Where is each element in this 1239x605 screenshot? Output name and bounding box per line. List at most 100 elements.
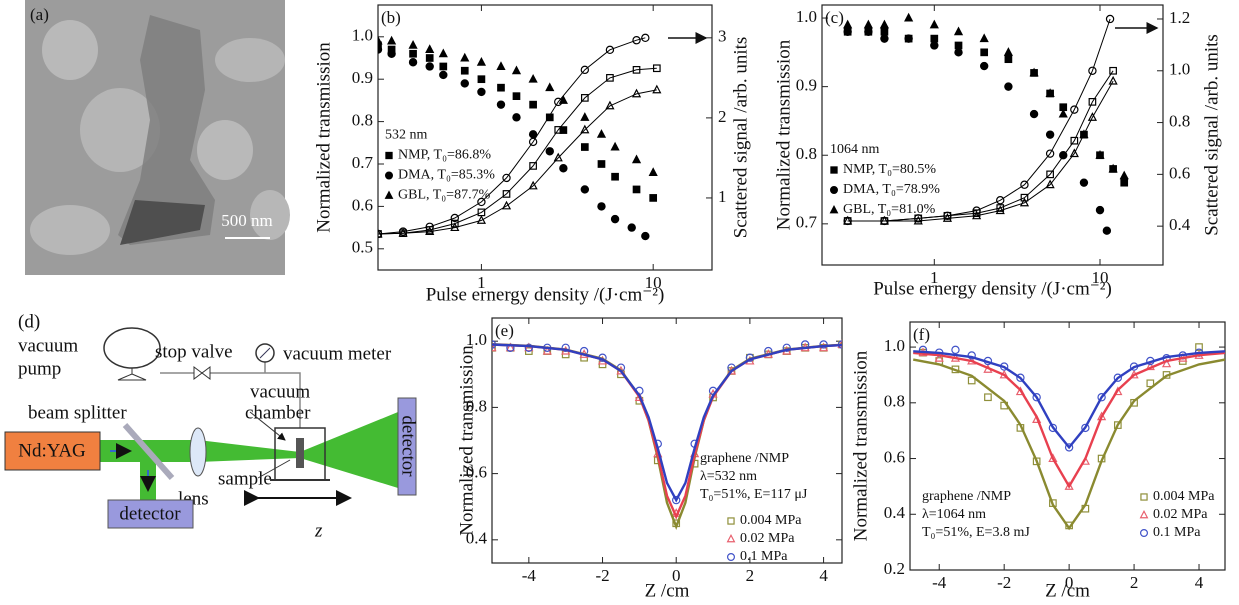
- x-tick-label: -2: [997, 573, 1011, 592]
- legend-label: 0.004 MPa: [740, 513, 802, 528]
- y-tick-label: 1.0: [466, 330, 487, 349]
- marker: [1088, 66, 1097, 75]
- marker: [529, 100, 537, 109]
- series-line: [378, 37, 646, 235]
- legend-label: 0.1 MPa: [740, 549, 788, 564]
- marker: [378, 35, 383, 45]
- legend-marker: [829, 186, 838, 195]
- y2-tick-label: 2: [718, 107, 727, 126]
- x-axis-label: Pulse ernergy density /(J·cm⁻²): [426, 284, 665, 305]
- y2-axis-label: Scattered signal /arb. units: [730, 37, 751, 239]
- marker: [631, 154, 642, 164]
- marker: [438, 48, 448, 58]
- legend-marker: [1139, 528, 1148, 537]
- y-tick-label: 0.8: [796, 144, 817, 163]
- marker: [942, 213, 953, 222]
- marker: [1070, 105, 1079, 114]
- marker: [1048, 423, 1058, 433]
- diagram-label: chamber: [245, 402, 311, 423]
- marker: [528, 137, 538, 147]
- series-line: [912, 358, 1225, 531]
- legend-marker: [829, 204, 839, 214]
- y-tick-label: 0.4: [466, 529, 488, 548]
- marker: [476, 56, 487, 66]
- laser-label: Nd:YAG: [18, 440, 86, 461]
- legend-marker: [727, 517, 735, 525]
- marker: [951, 345, 960, 355]
- x-tick-label: 4: [1195, 573, 1204, 592]
- legend-label: DMA, T₀=78.9%: [843, 182, 940, 197]
- marker: [1045, 88, 1055, 97]
- marker: [1046, 170, 1054, 179]
- plot-frame: [909, 321, 1226, 571]
- setup-diagram: (d) vacuum pump stop valve vacuum meter …: [4, 311, 419, 541]
- x-axis-label: Z /cm: [645, 580, 690, 601]
- marker: [996, 204, 1005, 212]
- marker: [1029, 109, 1039, 119]
- marker: [605, 100, 615, 110]
- marker: [1048, 453, 1058, 463]
- marker: [545, 147, 554, 156]
- marker: [627, 223, 636, 232]
- marker: [880, 27, 889, 36]
- marker: [1029, 67, 1039, 77]
- marker: [1109, 66, 1117, 75]
- x-tick-label: 1: [930, 268, 939, 287]
- marker: [561, 343, 570, 352]
- x-tick-label: 2: [746, 566, 755, 585]
- marker: [1045, 179, 1055, 189]
- marker: [580, 65, 590, 75]
- series-line: [913, 351, 1225, 489]
- marker: [450, 213, 460, 223]
- hole: [197, 120, 253, 180]
- marker: [460, 52, 470, 62]
- hole: [215, 38, 285, 82]
- legend-marker: [1140, 493, 1148, 501]
- scale-bar-label: 500 nm: [221, 211, 272, 230]
- pointer: [257, 459, 291, 479]
- marker: [980, 48, 989, 57]
- marker: [554, 97, 563, 107]
- plot-area: [912, 343, 1225, 531]
- marker: [559, 126, 568, 134]
- marker: [505, 342, 516, 352]
- legend-label: GBL, T₀=87.7%: [398, 188, 491, 203]
- marker: [843, 215, 853, 225]
- diagram-label: beam splitter: [28, 402, 127, 423]
- marker: [1146, 379, 1155, 388]
- marker: [1087, 112, 1098, 121]
- annotation: λ=532 nm: [700, 469, 757, 484]
- series-line: [378, 67, 657, 235]
- marker: [425, 44, 435, 53]
- legend-marker: [385, 171, 394, 180]
- legend-label: 0.1 MPa: [1153, 525, 1201, 540]
- marker: [864, 27, 873, 36]
- marker: [1119, 170, 1129, 180]
- y-tick-label: 0.6: [466, 463, 487, 482]
- marker: [641, 33, 650, 43]
- marker: [954, 48, 963, 57]
- y-tick-label: 0.8: [466, 396, 487, 415]
- diagram-label: vacuum: [18, 335, 78, 356]
- x-tick-label: 10: [1092, 268, 1109, 287]
- legend-marker: [830, 166, 838, 174]
- marker: [450, 222, 460, 232]
- marker: [580, 112, 590, 121]
- legend-marker: [384, 190, 394, 199]
- marker: [632, 36, 641, 45]
- marker: [528, 73, 538, 83]
- marker: [611, 172, 619, 181]
- y2-tick-label: 0.6: [1169, 163, 1190, 182]
- y-tick-label: 0.9: [796, 76, 817, 95]
- sample-holder: [296, 438, 304, 468]
- series-line: [847, 70, 1114, 222]
- plot-area: [492, 339, 842, 530]
- marker: [843, 19, 853, 29]
- marker: [553, 152, 563, 162]
- y-tick-label: 0.4: [884, 503, 906, 522]
- legend-label: DMA, T₀=85.3%: [398, 168, 495, 183]
- annotation: λ=1064 nm: [922, 507, 986, 522]
- marker: [528, 180, 538, 190]
- marker: [387, 49, 396, 58]
